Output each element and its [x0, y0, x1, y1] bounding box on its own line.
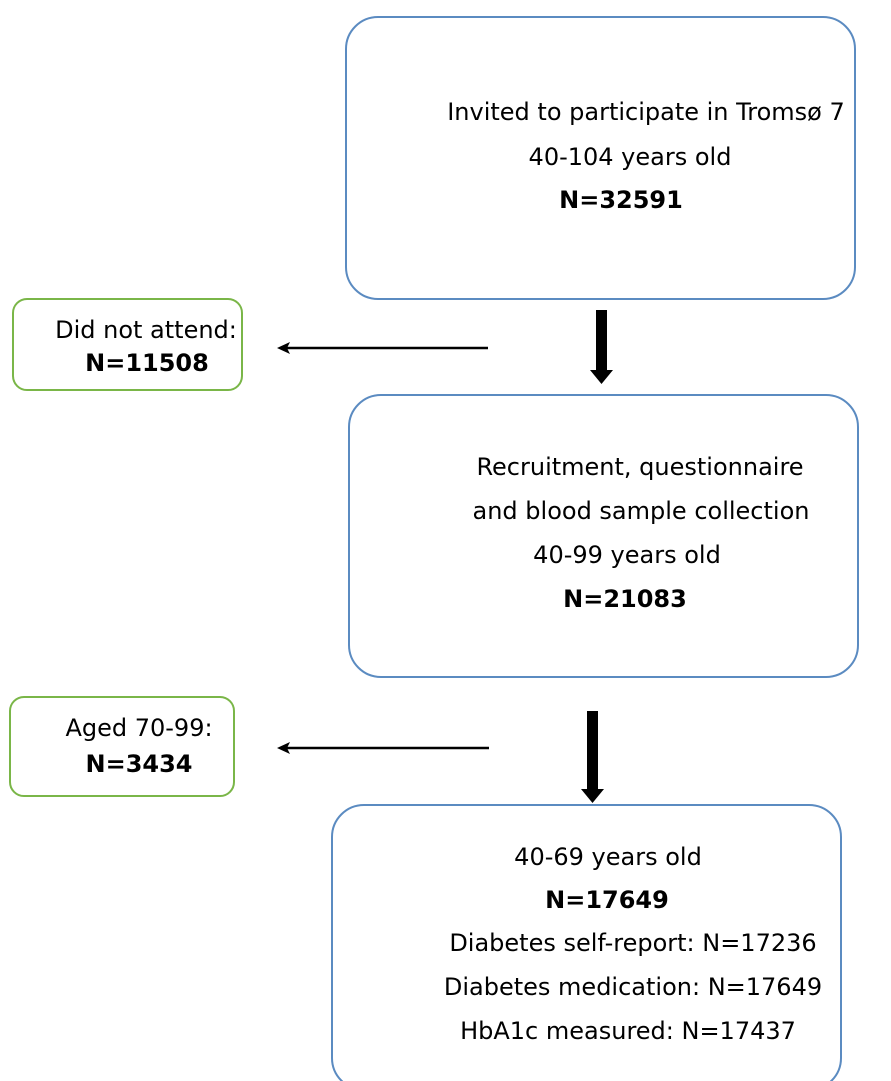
node-count: N=21083 [563, 585, 687, 613]
arrow-down [581, 711, 604, 803]
exclusion-label: Did not attend: [55, 316, 237, 344]
exclusion-box [9, 696, 235, 797]
node-text: 40-104 years old [529, 143, 732, 171]
exclusion-count: N=3434 [86, 750, 193, 778]
node-detail: HbA1c measured: N=17437 [460, 1017, 796, 1045]
arrow-left [277, 342, 488, 354]
node-box [331, 804, 842, 1081]
node-count: N=32591 [559, 186, 683, 214]
node-text: and blood sample collection [473, 497, 810, 525]
node-text: 40-69 years old [514, 843, 702, 871]
node-box [348, 394, 859, 678]
node-box [345, 16, 856, 300]
node-text: Invited to participate in Tromsø 7 [447, 98, 845, 126]
node-detail: Diabetes self-report: N=17236 [449, 929, 816, 957]
arrow-left [277, 742, 489, 754]
node-detail: Diabetes medication: N=17649 [444, 973, 822, 1001]
node-count: N=17649 [545, 886, 669, 914]
exclusion-label: Aged 70-99: [65, 714, 212, 742]
exclusion-count: N=11508 [85, 349, 209, 377]
exclusion-box [12, 298, 243, 391]
node-text: Recruitment, questionnaire [476, 453, 803, 481]
arrow-down [590, 310, 613, 384]
node-text: 40-99 years old [533, 541, 721, 569]
